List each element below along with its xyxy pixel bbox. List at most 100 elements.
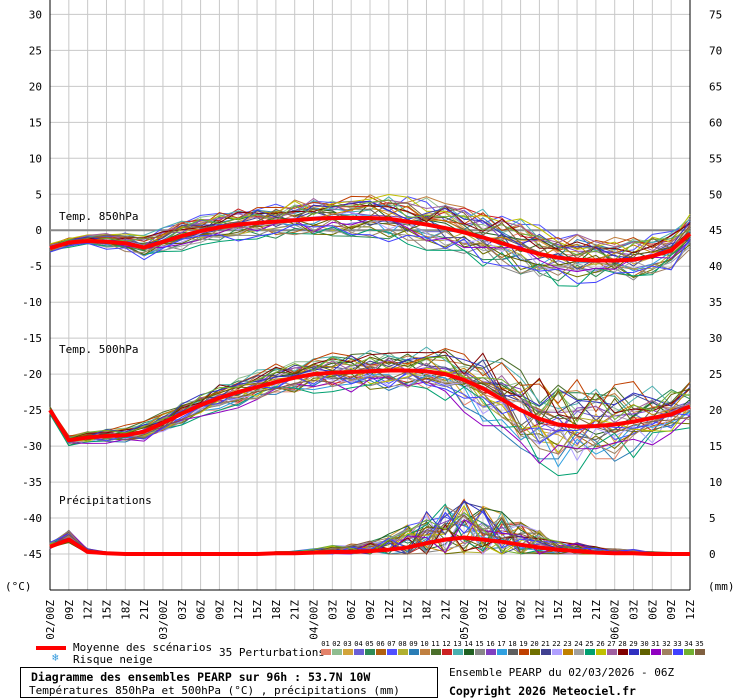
x-tick-label: 15Z [251,600,264,620]
perturbation-code: 25 [584,640,595,655]
perturbation-swatch [474,649,485,655]
member-line [49,346,691,439]
x-tick-label: 09Z [213,600,226,620]
perturbation-swatch [342,649,353,655]
right-tick-label: 10 [709,476,722,489]
perturbation-swatch [584,649,595,655]
x-tick-label: 12Z [684,600,697,620]
member-line [49,366,691,441]
perturbation-swatch [452,649,463,655]
x-tick-label: 05/00Z [458,600,471,640]
right-tick-label: 0 [709,548,716,561]
left-tick-label: -40 [22,512,42,525]
perturbation-code: 34 [683,640,694,655]
right-tick-label: 65 [709,80,722,93]
left-tick-label: 30 [29,8,42,21]
mean-line [49,216,692,263]
perturbation-code: 03 [342,640,353,655]
x-tick-label: 03/00Z [157,600,170,640]
right-tick-label: 60 [709,116,722,129]
perturbation-code: 23 [562,640,573,655]
perturbation-swatch [639,649,650,655]
perturbation-code: 27 [606,640,617,655]
perturbation-swatch [507,649,518,655]
perturbation-code: 14 [463,640,474,655]
x-tick-label: 18Z [571,600,584,620]
diagram-subtitle: Températures 850hPa et 500hPa (°C) , pré… [29,684,400,697]
x-tick-label: 06/00Z [609,600,622,640]
right-tick-label: 15 [709,440,722,453]
right-tick-label: 40 [709,260,722,273]
member-line [49,356,691,439]
x-tick-label: 15Z [402,600,415,620]
perturbation-swatch [661,649,672,655]
right-tick-label: 35 [709,296,722,309]
member-line [49,223,691,284]
left-tick-label: -10 [22,296,42,309]
perturbation-swatch [617,649,628,655]
x-tick-label: 12Z [232,600,245,620]
member-line [49,218,691,278]
perturbation-code: 33 [672,640,683,655]
perturbation-swatch [650,649,661,655]
perturbation-swatch [672,649,683,655]
perturbation-swatch [375,649,386,655]
right-tick-label: 20 [709,404,722,417]
panel-label: Précipitations [59,494,152,507]
perturbation-swatch [628,649,639,655]
perturbation-swatch [573,649,584,655]
perturbation-code: 01 [320,640,331,655]
x-tick-label: 18Z [420,600,433,620]
panel-label: Temp. 850hPa [59,210,138,223]
perturbation-swatch [496,649,507,655]
right-tick-label: 70 [709,44,722,57]
perturbation-code: 08 [397,640,408,655]
member-line [49,347,691,437]
x-tick-label: 03Z [326,600,339,620]
perturbation-code: 17 [496,640,507,655]
x-tick-label: 18Z [119,600,132,620]
perturbation-swatch [683,649,694,655]
right-tick-label: 5 [709,512,716,525]
x-tick-label: 15Z [100,600,113,620]
x-tick-label: 06Z [646,600,659,620]
x-tick-label: 12Z [82,600,95,620]
x-tick-label: 12Z [383,600,396,620]
perturbation-code: 12 [441,640,452,655]
perturbation-swatch [463,649,474,655]
perturbation-code: 07 [386,640,397,655]
left-tick-label: -5 [29,260,42,273]
right-tick-label: 30 [709,332,722,345]
left-axis-unit: (°C) [5,580,32,593]
perturbation-swatch [364,649,375,655]
x-tick-label: 09Z [665,600,678,620]
x-tick-label: 06Z [345,600,358,620]
perturbation-code: 22 [551,640,562,655]
perturbation-code: 20 [529,640,540,655]
member-line [49,196,691,253]
perturbation-swatch [694,649,705,655]
perturbation-code: 04 [353,640,364,655]
x-tick-label: 21Z [289,600,302,620]
perturbation-swatch [397,649,408,655]
perturbation-code: 06 [375,640,386,655]
right-tick-label: 25 [709,368,722,381]
x-tick-label: 15Z [552,600,565,620]
perturbation-swatch [562,649,573,655]
perturbation-code: 21 [540,640,551,655]
left-tick-label: 10 [29,152,42,165]
mean-series [48,216,692,556]
left-tick-label: -35 [22,476,42,489]
chart-grid [49,0,691,590]
perturbation-swatch [540,649,551,655]
perturbation-code: 05 [364,640,375,655]
perturbation-code: 35 [694,640,705,655]
perturbation-code: 02 [331,640,342,655]
perturbation-swatch [408,649,419,655]
perturbation-swatch [551,649,562,655]
perturbation-code: 16 [485,640,496,655]
perturbation-code: 18 [507,640,518,655]
diagram-title: Diagramme des ensembles PEARP sur 96h : … [31,670,371,684]
right-tick-label: 55 [709,152,722,165]
